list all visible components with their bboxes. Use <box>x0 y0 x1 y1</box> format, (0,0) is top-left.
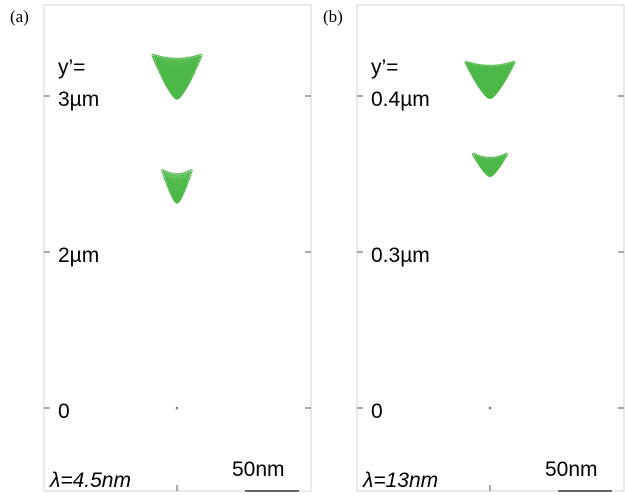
data-point <box>175 65 179 69</box>
origin-point <box>488 406 492 410</box>
panel-b: (b) y’= 0.4µm 0.3µm 0 λ=13nm 50nm <box>323 4 625 492</box>
data-point <box>187 56 191 61</box>
data-point <box>476 63 480 68</box>
data-point <box>480 64 484 68</box>
panel-b-letter: (b) <box>323 7 343 26</box>
data-point <box>177 57 181 62</box>
data-point <box>177 59 181 63</box>
data-point <box>175 57 179 62</box>
data-point <box>173 63 177 67</box>
data-point <box>488 66 492 70</box>
data-point <box>498 64 502 68</box>
data-point <box>165 57 169 61</box>
data-point <box>175 66 179 71</box>
panel-b-lambda-label: λ=13nm <box>362 469 438 492</box>
data-point <box>182 59 187 63</box>
data-point <box>500 63 504 68</box>
cluster-apex-point <box>175 200 179 204</box>
panel-a-tick-label-top: 3µm <box>58 88 99 111</box>
panel-b-scale-label: 50nm <box>545 458 598 481</box>
panel-b-tick-label-mid: 0.3µm <box>371 244 430 267</box>
cluster-apex-point <box>175 96 179 100</box>
data-point <box>171 57 175 62</box>
panel-a-lambda-label: λ=4.5nm <box>49 469 131 492</box>
panel-a-letter: (a) <box>10 7 29 26</box>
data-point <box>175 59 179 64</box>
data-point <box>171 59 175 63</box>
data-point <box>175 68 179 73</box>
data-point <box>512 60 516 65</box>
data-point <box>169 59 173 63</box>
data-point <box>167 59 172 63</box>
data-point <box>175 173 179 177</box>
data-point <box>484 64 488 69</box>
data-point <box>167 57 171 61</box>
panel-a: (a) y’= 3µm 2µm 0 λ=4.5nm 50nm <box>10 4 312 492</box>
data-point <box>179 59 183 63</box>
data-point <box>199 53 203 58</box>
origin-point <box>175 406 179 410</box>
data-point <box>173 61 177 65</box>
data-point <box>178 63 183 67</box>
data-point <box>181 59 185 63</box>
data-point <box>177 173 181 177</box>
panel-b-points <box>464 60 516 410</box>
panel-b-tick-label-top: 0.4µm <box>371 88 430 111</box>
data-point <box>474 63 478 67</box>
panel-a-tick-label-mid: 2µm <box>58 244 99 267</box>
data-point <box>173 65 178 69</box>
cluster-apex-point <box>488 173 492 178</box>
data-point <box>180 61 185 65</box>
panel-a-tick-label-bottom: 0 <box>58 400 70 423</box>
data-point <box>189 169 193 173</box>
data-point <box>169 57 173 61</box>
data-point <box>176 66 181 71</box>
panel-b-y-prefix: y’= <box>371 56 398 79</box>
data-point <box>173 59 177 63</box>
panel-a-points <box>151 53 203 410</box>
data-point <box>175 61 179 65</box>
data-point <box>181 57 185 61</box>
data-point <box>173 57 177 62</box>
cluster-apex-point <box>488 95 492 100</box>
data-point <box>178 61 183 65</box>
panel-a-y-prefix: y’= <box>58 56 85 79</box>
data-point <box>177 63 181 67</box>
panel-b-tick-label-bottom: 0 <box>371 400 383 423</box>
data-point <box>163 56 167 61</box>
data-point <box>171 61 176 65</box>
data-point <box>496 64 500 68</box>
data-point <box>488 64 492 69</box>
data-point <box>504 152 508 157</box>
data-point <box>161 56 165 60</box>
data-point <box>183 57 187 61</box>
data-point <box>177 61 181 65</box>
data-point <box>478 64 482 68</box>
data-point <box>173 66 178 71</box>
data-point <box>176 65 181 69</box>
data-point <box>490 64 494 69</box>
data-point <box>494 64 498 68</box>
data-point <box>185 57 189 61</box>
data-point <box>482 64 486 68</box>
panel-a-scale-label: 50nm <box>232 458 285 481</box>
data-point <box>173 173 177 177</box>
data-point <box>169 61 174 65</box>
data-point <box>171 63 176 67</box>
data-point <box>179 57 183 62</box>
data-point <box>486 64 490 69</box>
data-point <box>171 172 175 177</box>
data-point <box>492 64 496 69</box>
data-point <box>175 63 179 67</box>
